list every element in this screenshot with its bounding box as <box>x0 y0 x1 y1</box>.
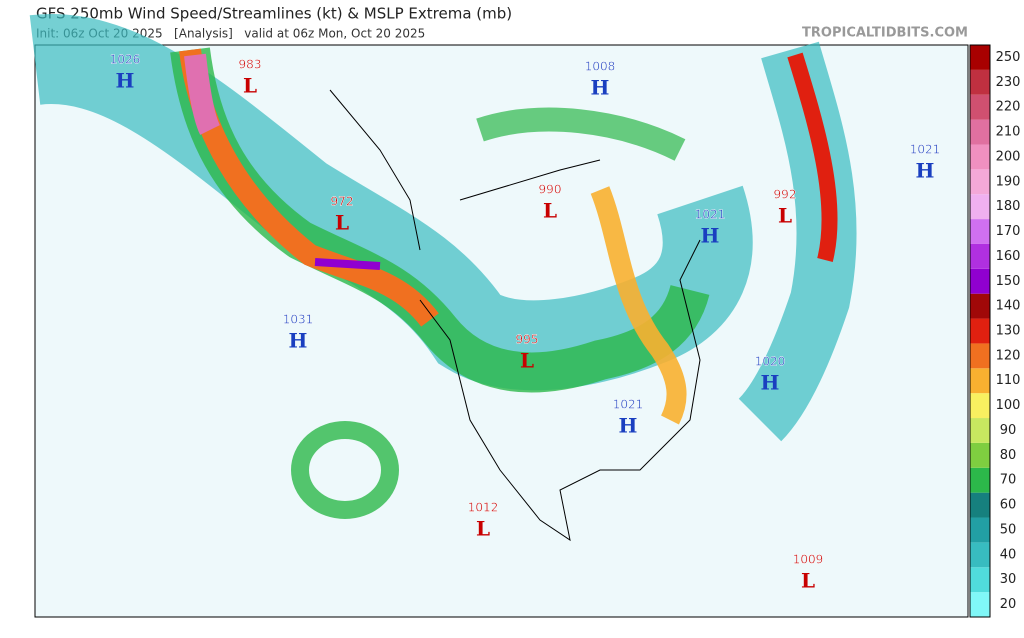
colorbar-label: 230 <box>996 75 1021 90</box>
jet-core <box>590 186 687 425</box>
colorbar-label: 60 <box>1000 498 1017 513</box>
pressure-letter: H <box>289 329 308 353</box>
pressure-value: 1031 <box>283 313 314 327</box>
colorbar-swatch <box>970 169 990 195</box>
pressure-letter: H <box>591 76 610 100</box>
pressure-value: 1009 <box>793 553 824 567</box>
pressure-value: 1012 <box>468 501 499 515</box>
colorbar-swatch <box>970 243 990 269</box>
colorbar-label: 30 <box>1000 572 1017 587</box>
pressure-letter: L <box>520 349 534 373</box>
jet-band <box>291 421 399 519</box>
pressure-letter: L <box>801 569 815 593</box>
colorbar-swatch <box>970 318 990 344</box>
pressure-value: 972 <box>331 195 354 209</box>
colorbar-swatch <box>970 492 990 518</box>
pressure-value: 1021 <box>910 143 941 157</box>
pressure-letter: H <box>916 159 935 183</box>
pressure-value: 1008 <box>585 60 616 74</box>
colorbar-swatch <box>970 467 990 493</box>
colorbar-swatch <box>970 268 990 294</box>
colorbar-label: 90 <box>1000 423 1017 438</box>
colorbar-label: 110 <box>996 373 1021 388</box>
pressure-value: 1026 <box>110 53 141 67</box>
pressure-value: 1021 <box>695 208 726 222</box>
colorbar-swatch <box>970 567 990 593</box>
pressure-letter: H <box>701 224 720 248</box>
colorbar-label: 250 <box>996 50 1021 65</box>
pressure-letter: L <box>778 204 792 228</box>
colorbar-label: 130 <box>996 324 1021 339</box>
pressure-centers: 1026 H 983 L 1008 H 1021 H 972 L 990 L 1021 H 992 L 1031… <box>110 52 941 593</box>
colorbar-label: 150 <box>996 274 1021 289</box>
colorbar-swatch <box>970 542 990 568</box>
jet-core <box>314 258 381 270</box>
map <box>29 14 969 618</box>
pressure-letter: L <box>476 517 490 541</box>
colorbar-label: 180 <box>996 199 1021 214</box>
colorbar-label: 40 <box>1000 547 1017 562</box>
colorbar-swatch <box>970 194 990 220</box>
pressure-letter: L <box>335 211 349 235</box>
colorbar-label: 200 <box>996 149 1021 164</box>
colorbar-label: 70 <box>1000 473 1017 488</box>
pressure-value: 1020 <box>755 355 786 369</box>
colorbar-label: 210 <box>996 125 1021 140</box>
pressure-letter: H <box>619 414 638 438</box>
colorbar-label: 80 <box>1000 448 1017 463</box>
coastline <box>419 239 701 542</box>
brand: TROPICALTIDBITS.COM <box>802 26 968 41</box>
jet-core <box>184 53 221 135</box>
pressure-value: 983 <box>239 58 262 72</box>
colorbar-swatch <box>970 442 990 468</box>
pressure-value: 995 <box>516 333 539 347</box>
colorbar-swatch <box>970 94 990 120</box>
colorbar-swatch <box>970 69 990 95</box>
colorbar-swatch <box>970 293 990 319</box>
colorbar-label: 220 <box>996 100 1021 115</box>
colorbar-label: 190 <box>996 174 1021 189</box>
pressure-value: 990 <box>539 183 562 197</box>
pressure-letter: L <box>243 74 257 98</box>
colorbar-label: 100 <box>996 398 1021 413</box>
colorbar-swatch <box>970 517 990 543</box>
pressure-letter: L <box>543 199 557 223</box>
colorbar-swatch <box>970 219 990 244</box>
colorbar-swatch <box>970 592 990 617</box>
colorbar-swatch <box>970 393 990 419</box>
colorbar-label: 120 <box>996 348 1021 363</box>
title: GFS 250mb Wind Speed/Streamlines (kt) & … <box>36 5 512 23</box>
colorbar-swatch <box>970 368 990 394</box>
colorbar-swatch <box>970 45 990 70</box>
colorbar-label: 140 <box>996 299 1021 314</box>
colorbar: 20 30 40 50 60 70 80 90 100 110 120 130 140 150 160 170… <box>969 44 1021 618</box>
pressure-value: 1021 <box>613 398 644 412</box>
pressure-letter: H <box>761 371 780 395</box>
colorbar-swatch <box>970 418 990 443</box>
colorbar-swatch <box>970 144 990 170</box>
colorbar-label: 160 <box>996 249 1021 264</box>
pressure-letter: H <box>116 69 135 93</box>
colorbar-label: 170 <box>996 224 1021 239</box>
colorbar-swatch <box>970 343 990 369</box>
colorbar-label: 20 <box>1000 597 1017 612</box>
coastline <box>329 89 601 251</box>
colorbar-swatch <box>970 119 990 145</box>
jet-core <box>787 52 838 262</box>
colorbar-label: 50 <box>1000 522 1017 537</box>
jet-band <box>476 107 686 161</box>
colorbar-frame <box>969 44 991 618</box>
pressure-value: 992 <box>774 188 797 202</box>
